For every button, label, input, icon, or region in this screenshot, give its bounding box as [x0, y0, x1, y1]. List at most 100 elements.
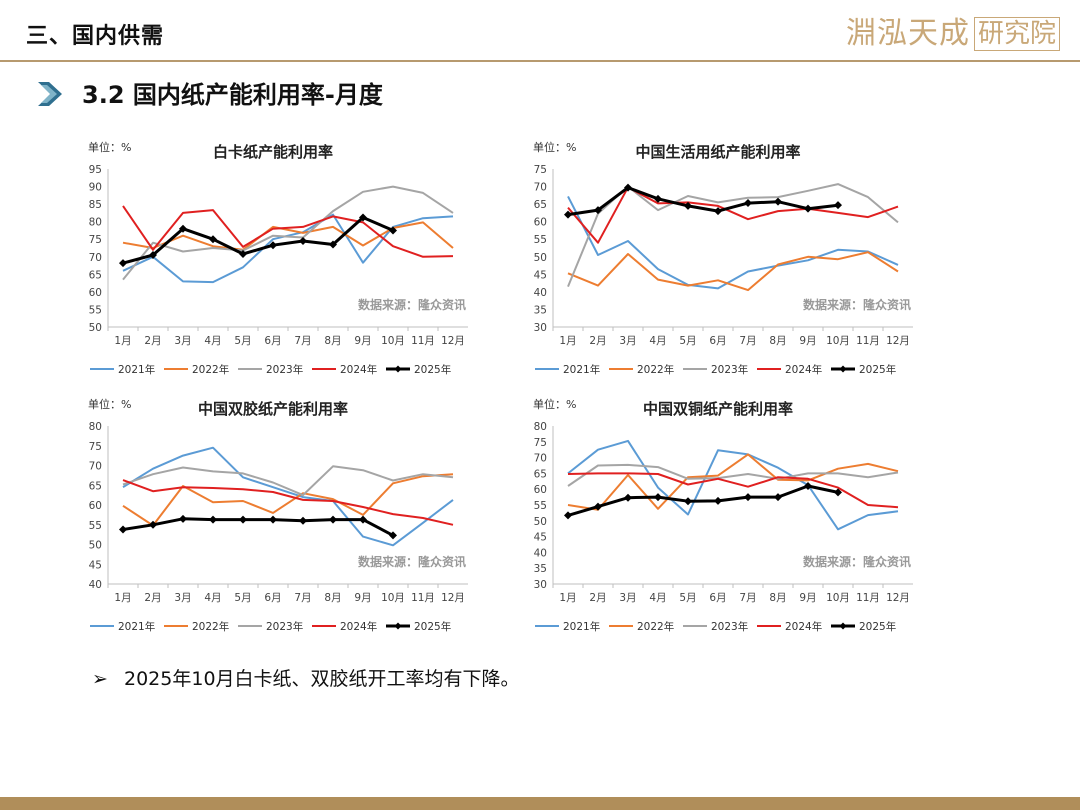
y-tick-label: 45: [534, 532, 547, 544]
y-tick-label: 70: [534, 182, 547, 194]
y-tick-label: 30: [534, 322, 547, 334]
header-divider: [0, 60, 1080, 62]
series-line-2024年: [567, 186, 899, 244]
x-tick-label: 10月: [381, 592, 405, 604]
legend-marker: [839, 622, 847, 630]
data-point: [684, 201, 692, 210]
bullet-arrow-icon: ➢: [92, 668, 108, 690]
y-tick-label: 75: [89, 441, 102, 453]
legend-marker: [394, 622, 402, 630]
legend-label: 2024年: [340, 363, 377, 376]
legend-label: 2023年: [266, 620, 303, 633]
y-tick-label: 65: [534, 199, 547, 211]
y-tick-label: 75: [534, 164, 547, 176]
legend-marker: [839, 365, 847, 373]
y-tick-label: 90: [89, 182, 102, 194]
unit-label: 单位：%: [88, 140, 131, 154]
legend-label: 2024年: [785, 620, 822, 633]
legend-label: 2025年: [414, 620, 451, 633]
y-tick-label: 70: [89, 252, 102, 264]
series-line-2024年: [122, 205, 454, 258]
x-tick-label: 11月: [411, 335, 435, 347]
footer-bar: [0, 797, 1080, 810]
y-tick-label: 45: [89, 559, 102, 571]
chart-white-cardboard: 白卡纸产能利用率 单位：% 50 55 60 65 70 75 80 85 90 95 1月 2月 3月 4月…: [88, 140, 468, 376]
legend-label: 2022年: [192, 363, 229, 376]
data-point: [594, 206, 602, 215]
source-label: 数据来源：隆众资讯: [358, 297, 466, 312]
data-point: [654, 194, 662, 203]
x-tick-label: 6月: [709, 335, 726, 347]
chart-title: 中国双胶纸产能利用率: [198, 400, 348, 418]
conclusion-note: ➢ 2025年10月白卡纸、双胶纸开工率均有下降。: [92, 666, 520, 692]
series-line-2021年: [122, 446, 454, 547]
data-point: [119, 525, 127, 534]
x-tick-label: 6月: [264, 592, 281, 604]
y-tick-label: 80: [89, 421, 102, 433]
x-tick-label: 8月: [769, 592, 786, 604]
legend-marker: [394, 365, 402, 373]
data-point: [774, 493, 782, 502]
series-line-2023年: [122, 465, 454, 497]
data-point: [834, 201, 842, 210]
y-tick-label: 60: [89, 287, 102, 299]
y-tick-label: 50: [89, 540, 102, 552]
y-tick-label: 35: [534, 304, 547, 316]
legend-label: 2022年: [192, 620, 229, 633]
x-tick-label: 3月: [619, 592, 636, 604]
x-tick-label: 12月: [886, 335, 910, 347]
x-tick-label: 12月: [886, 592, 910, 604]
x-tick-label: 2月: [589, 335, 606, 347]
source-label: 数据来源：隆众资讯: [803, 297, 911, 312]
series-line-2023年: [567, 183, 899, 287]
chart-coated-paper: 中国双铜纸产能利用率 单位：% 30 35 40 45 50 55 60 65 70 75 80 1月 2月…: [533, 397, 913, 633]
x-tick-label: 9月: [799, 335, 816, 347]
series-line-2022年: [122, 473, 454, 527]
unit-label: 单位：%: [88, 397, 131, 411]
x-tick-label: 11月: [411, 592, 435, 604]
data-point: [684, 497, 692, 506]
data-point: [714, 496, 722, 505]
y-tick-label: 60: [534, 217, 547, 229]
data-point: [209, 235, 217, 244]
x-tick-label: 7月: [739, 335, 756, 347]
y-tick-label: 80: [534, 421, 547, 433]
x-tick-label: 3月: [174, 592, 191, 604]
x-tick-label: 2月: [589, 592, 606, 604]
data-point: [714, 207, 722, 216]
y-tick-label: 35: [534, 563, 547, 575]
chart-title: 白卡纸产能利用率: [213, 143, 333, 161]
x-tick-label: 8月: [324, 335, 341, 347]
x-tick-label: 4月: [649, 592, 666, 604]
series-line-2023年: [567, 463, 899, 487]
legend-label: 2021年: [563, 363, 600, 376]
data-point: [594, 502, 602, 511]
x-tick-label: 2月: [144, 335, 161, 347]
x-tick-label: 5月: [679, 592, 696, 604]
data-point: [774, 197, 782, 206]
legend-label: 2025年: [859, 363, 896, 376]
chart-offset-paper: 中国双胶纸产能利用率 单位：% 40 45 50 55 60 65 70 75 80 1月 2月 3月 4月…: [88, 397, 468, 633]
y-tick-label: 75: [89, 234, 102, 246]
data-point: [389, 531, 397, 540]
series-line-2024年: [567, 472, 899, 509]
y-tick-label: 40: [534, 287, 547, 299]
legend-label: 2025年: [859, 620, 896, 633]
x-tick-label: 9月: [799, 592, 816, 604]
x-tick-label: 1月: [559, 335, 576, 347]
y-tick-label: 65: [89, 269, 102, 281]
y-tick-label: 60: [534, 484, 547, 496]
data-point: [299, 516, 307, 525]
y-tick-label: 60: [89, 500, 102, 512]
x-tick-label: 10月: [381, 335, 405, 347]
x-tick-label: 12月: [441, 335, 465, 347]
series-line-2022年: [567, 453, 899, 511]
chart-household-paper: 中国生活用纸产能利用率 单位：% 30 35 40 45 50 55 60 65 70 75 1月 2月 3…: [533, 140, 913, 376]
y-tick-label: 75: [534, 437, 547, 449]
data-point: [744, 493, 752, 502]
y-tick-label: 55: [534, 500, 547, 512]
data-point: [804, 204, 812, 213]
data-point: [299, 236, 307, 245]
x-tick-label: 2月: [144, 592, 161, 604]
x-tick-label: 4月: [204, 335, 221, 347]
